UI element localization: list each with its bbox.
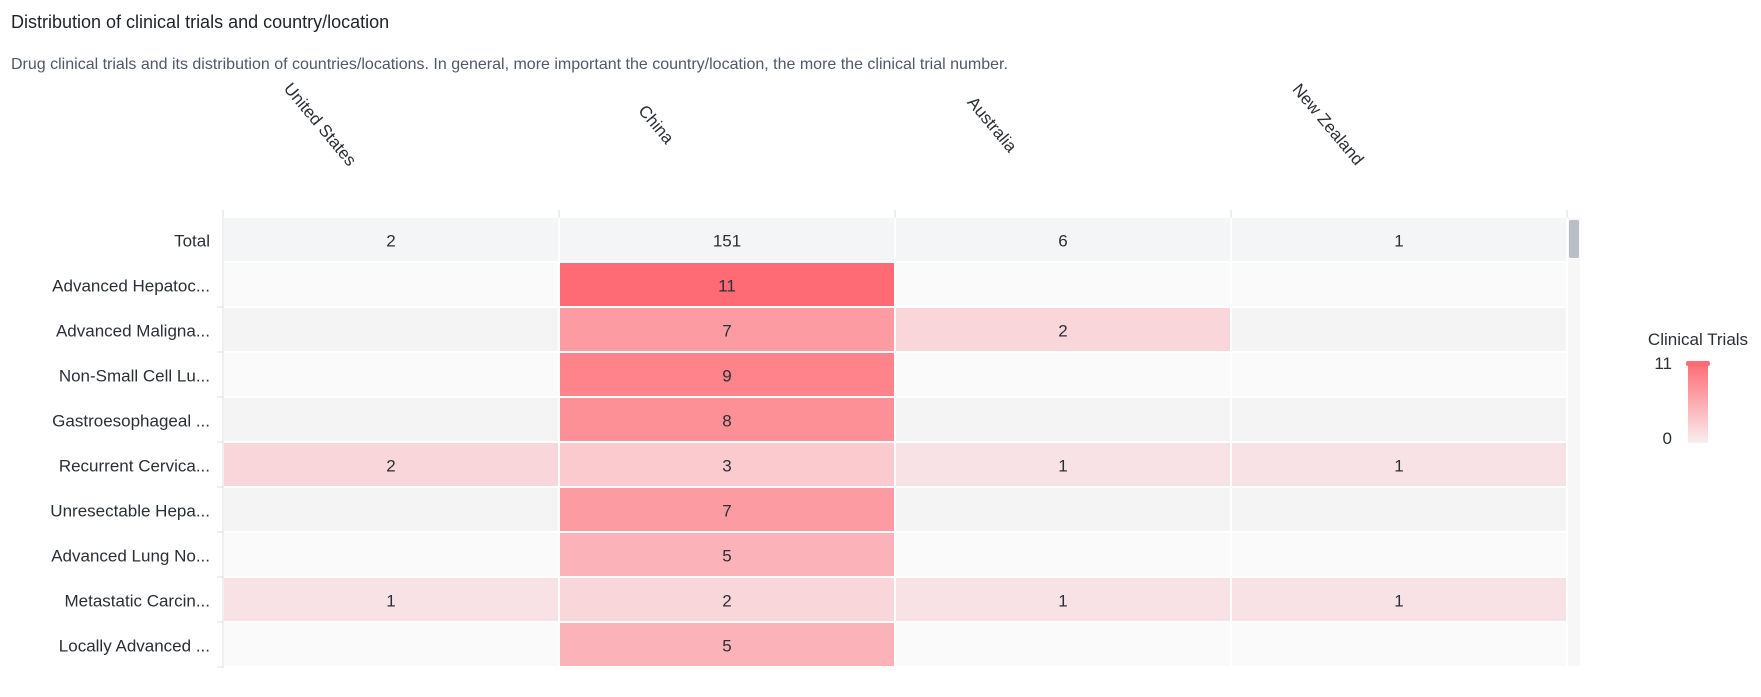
legend-title: Clinical Trials [1648,330,1748,349]
heatmap-cell[interactable] [224,398,558,441]
scrollbar-track[interactable] [1568,218,1580,666]
cell-value: 8 [722,412,731,431]
cell-value: 1 [1058,592,1067,611]
cell-value: 1 [1058,457,1067,476]
cell-value: 5 [722,637,731,656]
column-label-0: United States [280,79,360,169]
cell-value: 7 [722,502,731,521]
heatmap-cell[interactable] [224,623,558,666]
legend-gradient-bar [1688,363,1708,443]
total-cell-value: 151 [713,232,741,251]
row-label: Unresectable Hepa... [50,502,210,521]
row-label: Advanced Maligna... [56,322,210,341]
heatmap-cell[interactable] [1232,488,1566,531]
row-label: Metastatic Carcin... [65,592,211,611]
row-label: Advanced Hepatoc... [52,277,210,296]
cell-value: 3 [722,457,731,476]
heatmap-cell[interactable] [224,263,558,306]
cell-value: 5 [722,547,731,566]
heatmap-cell[interactable] [896,263,1230,306]
row-label: Non-Small Cell Lu... [59,367,210,386]
column-label-2: Australia [963,93,1020,156]
row-label: Gastroesophageal ... [52,412,210,431]
column-label-3: New Zealand [1289,80,1368,169]
cell-value: 2 [386,457,395,476]
total-cell-value: 2 [386,232,395,251]
heatmap-cell[interactable] [224,308,558,351]
heatmap-cell[interactable] [896,353,1230,396]
row-label: Locally Advanced ... [59,637,210,656]
legend-max-label: 11 [1654,354,1672,373]
total-cell-value: 1 [1394,232,1403,251]
heatmap-cell[interactable] [896,533,1230,576]
heatmap-cell[interactable] [1232,353,1566,396]
row-label-total: Total [174,232,210,251]
heatmap-cell[interactable] [224,353,558,396]
legend-handle-max[interactable] [1686,361,1710,366]
total-cell-value: 6 [1058,232,1067,251]
cell-value: 1 [1394,457,1403,476]
scrollbar-thumb[interactable] [1569,220,1579,258]
row-label: Recurrent Cervica... [59,457,210,476]
heatmap-cell[interactable] [1232,533,1566,576]
heatmap-cell[interactable] [1232,263,1566,306]
heatmap-cell[interactable] [1232,623,1566,666]
cell-value: 1 [1394,592,1403,611]
heatmap-cell[interactable] [896,398,1230,441]
column-label-1: China [634,101,677,148]
cell-value: 7 [722,322,731,341]
cell-value: 11 [718,277,736,296]
heatmap-cell[interactable] [896,488,1230,531]
heatmap-cell[interactable] [896,623,1230,666]
heatmap-cell[interactable] [1232,308,1566,351]
cell-value: 2 [722,592,731,611]
cell-value: 2 [1058,322,1067,341]
cell-value: 9 [722,367,731,386]
legend-min-label: 0 [1663,429,1672,448]
cell-value: 1 [386,592,395,611]
row-label: Advanced Lung No... [51,547,210,566]
heatmap-cell[interactable] [224,488,558,531]
heatmap-cell[interactable] [1232,398,1566,441]
heatmap-cell[interactable] [224,533,558,576]
